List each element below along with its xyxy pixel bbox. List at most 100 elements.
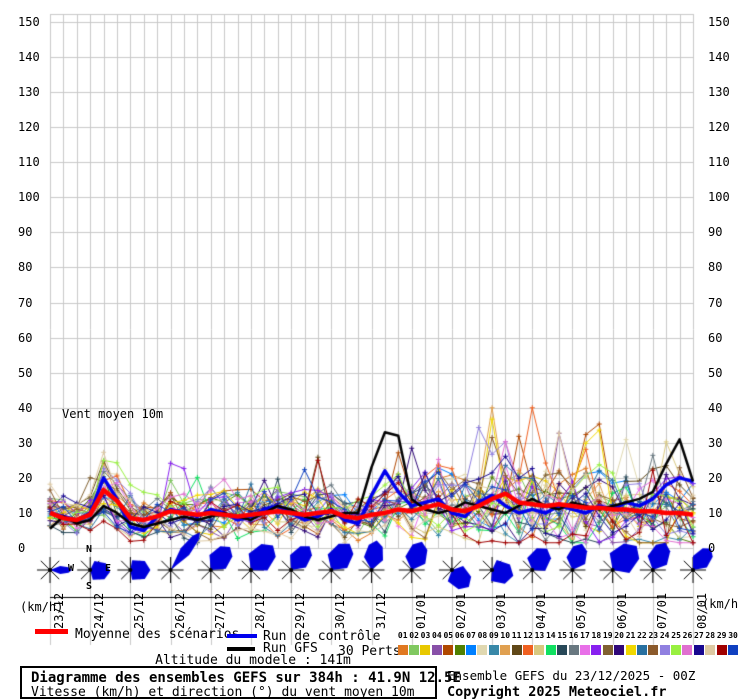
perturbation-item: 20: [613, 631, 625, 655]
perturbation-item: 21: [625, 631, 636, 655]
y-axis-tick-label: 20: [18, 470, 33, 485]
perturbation-item: 10: [500, 631, 511, 655]
perturbation-number: 23: [648, 631, 659, 640]
y-axis-tick-label: 140: [18, 50, 40, 65]
y-axis-tick-label: 90: [18, 225, 33, 240]
y-axis-tick-label: 110: [708, 155, 730, 170]
perturbation-number: 04: [432, 631, 442, 640]
perturbation-item: 27: [693, 631, 704, 655]
x-axis-date-label: 29/12: [293, 592, 308, 629]
perturbation-color-swatch: [693, 645, 704, 655]
perturbation-item: 08: [477, 631, 488, 655]
perturbation-number: 19: [602, 631, 613, 640]
y-axis-tick-label: 150: [18, 14, 40, 29]
perturbation-item: 24: [659, 631, 670, 655]
perturbation-item: 01: [397, 631, 408, 655]
perturbation-number: 15: [557, 631, 567, 640]
perturbation-color-swatch: [431, 645, 442, 655]
perturbation-color-swatch: [500, 645, 511, 655]
perturbation-number: 28: [705, 631, 716, 640]
perturbation-item: 16: [568, 631, 579, 655]
perturbation-color-swatch: [579, 645, 590, 655]
y-axis-tick-label: 40: [18, 400, 33, 415]
model-altitude-label: Altitude du modele : 141m: [155, 653, 351, 668]
y-axis-tick-label: 130: [708, 85, 730, 100]
x-axis-date-label: 05/01: [574, 592, 589, 629]
y-axis-tick-label: 50: [708, 365, 723, 380]
compass-south-label: S: [86, 581, 93, 592]
perturbation-number: 07: [466, 631, 476, 640]
perturbation-number: 01: [397, 631, 408, 640]
y-axis-tick-label: 30: [18, 435, 33, 450]
perturbation-item: 26: [682, 631, 693, 655]
perturbation-number: 12: [523, 631, 533, 640]
perturbation-item: 06: [454, 631, 465, 655]
x-axis-date-label: 31/12: [373, 592, 388, 629]
y-axis-tick-label: 60: [18, 330, 33, 345]
perturbation-item: 13: [534, 631, 545, 655]
perturbation-number: 20: [614, 631, 624, 640]
y-axis-tick-label: 10: [708, 505, 723, 520]
perturbation-color-swatch: [728, 645, 739, 655]
mean-line-swatch: [35, 629, 68, 634]
legend-perts-count-label: 30 Perts.: [338, 644, 409, 659]
perturbation-item: 30: [727, 631, 739, 655]
perturbation-number: 17: [580, 631, 590, 640]
diagram-title: Diagramme des ensembles GEFS sur 384h : …: [31, 670, 461, 686]
y-axis-tick-label: 0: [708, 541, 716, 555]
compass-west-label: W: [68, 563, 75, 574]
perturbation-item: 14: [545, 631, 556, 655]
perturbation-item: 11: [511, 631, 522, 655]
x-axis-date-label: 26/12: [172, 592, 187, 629]
perturbation-color-swatch: [625, 645, 636, 655]
perturbation-item: 04: [431, 631, 442, 655]
perturbation-color-swatch: [443, 645, 454, 655]
y-axis-tick-label: 20: [708, 470, 723, 485]
perturbation-color-swatch: [466, 645, 477, 655]
y-axis-tick-label: 140: [708, 50, 730, 65]
y-axis-tick-label: 30: [708, 435, 723, 450]
compass-north-label: N: [86, 544, 93, 555]
perturbation-item: 02: [408, 631, 420, 655]
y-axis-tick-label: 90: [708, 225, 723, 240]
y-axis-tick-label: 120: [18, 120, 40, 135]
y-axis-tick-label: 100: [708, 190, 730, 205]
perturbation-item: 17: [579, 631, 590, 655]
x-axis-date-label: 28/12: [252, 592, 267, 629]
perturbation-item: 18: [591, 631, 602, 655]
perturbation-item: 07: [465, 631, 477, 655]
perturbation-item: 19: [602, 631, 613, 655]
perturbation-color-swatch: [488, 645, 499, 655]
perturbation-color-swatch: [636, 645, 647, 655]
perturbation-number: 16: [568, 631, 579, 640]
perturbation-item: 15: [556, 631, 568, 655]
y-axis-tick-label: 50: [18, 365, 33, 380]
perturbation-number: 14: [545, 631, 556, 640]
y-axis-tick-label: 10: [18, 505, 33, 520]
y-axis-tick-label: 100: [18, 190, 40, 205]
perturbation-color-swatch: [591, 645, 602, 655]
perturbation-color-swatch: [511, 645, 522, 655]
perturbation-item: 25: [670, 631, 682, 655]
perturbation-color-swatch: [534, 645, 545, 655]
perturbation-color-swatch: [614, 645, 625, 655]
perturbation-item: 29: [716, 631, 727, 655]
y-axis-tick-label: 150: [708, 14, 730, 29]
perturbation-number: 25: [671, 631, 681, 640]
legend-control-label: Run de contrôle: [263, 629, 381, 644]
y-axis-tick-label: 0: [18, 541, 26, 555]
y-axis-tick-label: 70: [708, 295, 723, 310]
perturbation-color-swatch: [568, 645, 579, 655]
perturbation-item: 03: [420, 631, 431, 655]
unit-label-right: (km/h): [702, 597, 740, 611]
perturbation-color-swatch: [409, 645, 420, 655]
perturbation-color-swatch: [557, 645, 568, 655]
x-axis-date-label: 02/01: [453, 592, 468, 629]
perturbation-color-swatch: [682, 645, 693, 655]
unit-label-left: (km/h): [20, 600, 64, 614]
perturbation-number: 09: [489, 631, 499, 640]
y-axis-tick-label: 80: [708, 260, 723, 275]
perturbation-number: 06: [454, 631, 465, 640]
y-axis-tick-label: 80: [18, 260, 33, 275]
perturbation-color-swatch: [545, 645, 556, 655]
